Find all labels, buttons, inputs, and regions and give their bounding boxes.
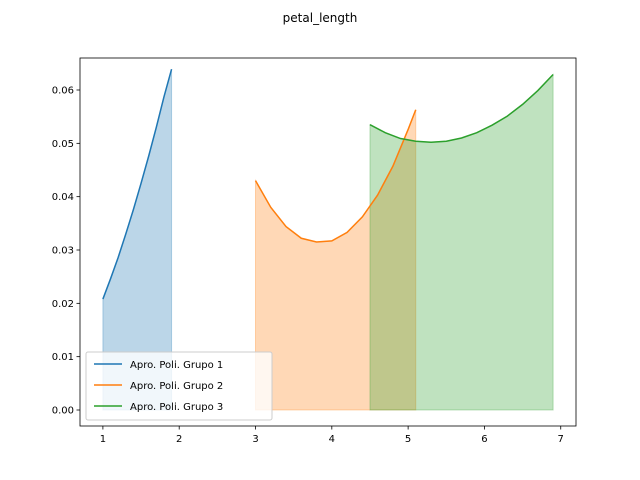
series-1-line [102, 69, 173, 300]
x-tick-label: 3 [252, 434, 258, 445]
series-lines [102, 69, 554, 300]
legend-label: Apro. Poli. Grupo 2 [130, 381, 223, 392]
series-3-fill [369, 73, 554, 411]
y-tick-label: 0.04 [52, 192, 74, 203]
y-tick-label: 0.02 [52, 299, 74, 310]
x-tick-label: 7 [558, 434, 564, 445]
plot-frame [79, 57, 577, 427]
y-tick-label: 0.05 [52, 139, 74, 150]
y-tick-label: 0.06 [52, 86, 74, 97]
legend-label: Apro. Poli. Grupo 3 [130, 402, 223, 413]
series-3-line [369, 74, 554, 144]
legend-label: Apro. Poli. Grupo 1 [130, 360, 223, 371]
x-tick-label: 5 [405, 434, 411, 445]
x-axis: 1 2 3 4 5 6 7 [100, 426, 564, 445]
series-fills [102, 69, 554, 411]
y-axis: 0.00 0.01 0.02 0.03 0.04 0.05 0.06 [52, 86, 80, 417]
x-tick-label: 1 [100, 434, 106, 445]
legend: Apro. Poli. Grupo 1 Apro. Poli. Grupo 2 Ap… [85, 351, 273, 421]
series-2-line [254, 109, 417, 243]
x-tick-label: 4 [329, 434, 335, 445]
legend-box [85, 351, 273, 421]
y-tick-label: 0.03 [52, 246, 74, 257]
x-tick-label: 2 [176, 434, 182, 445]
chart-title: petal_length [283, 11, 358, 25]
y-tick-label: 0.01 [52, 352, 74, 363]
x-tick-label: 6 [481, 434, 487, 445]
y-tick-label: 0.00 [52, 406, 74, 417]
